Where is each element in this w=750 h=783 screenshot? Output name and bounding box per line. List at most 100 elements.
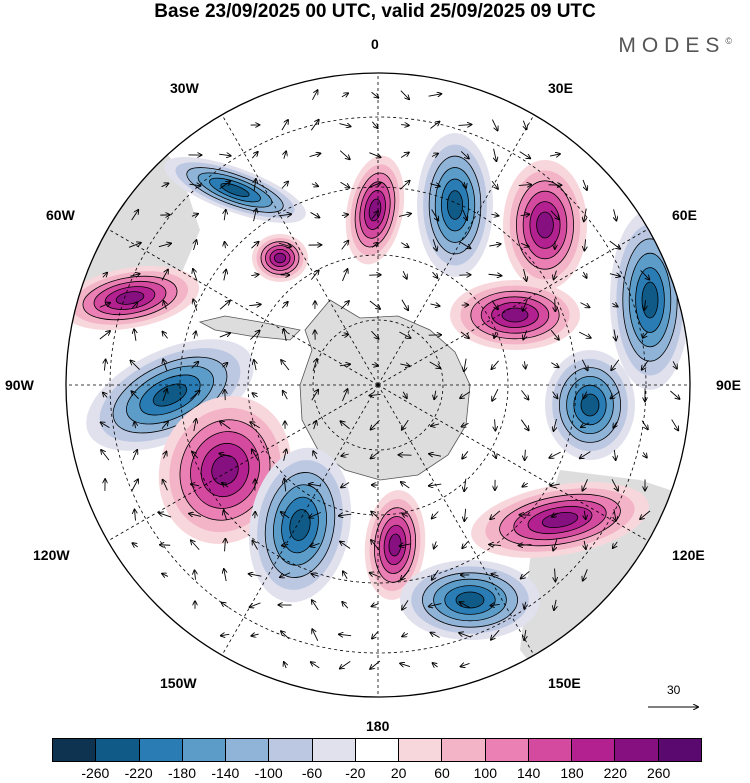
colorbar-tick-label: -60	[301, 765, 323, 781]
lon-label-120w: 120W	[33, 547, 70, 563]
lon-label-90e: 90E	[716, 377, 741, 393]
wind-vector	[251, 152, 257, 159]
wind-vector	[339, 150, 350, 160]
negative-anomaly-center	[545, 350, 635, 460]
wind-vector	[612, 303, 617, 306]
wind-vector	[464, 508, 465, 521]
colorbar-tick-label: 20	[390, 765, 407, 781]
brand-text: MODES	[618, 34, 726, 57]
wind-vector	[371, 604, 379, 607]
wind-vector	[434, 541, 437, 548]
wind-vector	[341, 93, 348, 97]
map-field-layer	[66, 73, 690, 697]
wind-vector	[614, 209, 617, 220]
wind-vector	[222, 483, 229, 487]
positive-anomaly-center	[158, 396, 292, 544]
colorbar-cell	[355, 739, 400, 761]
wind-vector	[524, 629, 526, 640]
wind-vector	[462, 209, 467, 220]
wind-vector	[614, 509, 616, 521]
wind-vector	[402, 419, 409, 430]
colorbar-tick-label: 220	[603, 765, 628, 781]
wind-vector	[580, 302, 590, 308]
wind-vector	[430, 304, 439, 306]
wind-vector	[464, 358, 466, 372]
wind-vector	[252, 449, 259, 461]
wind-vector	[462, 423, 469, 426]
wind-vector	[460, 151, 469, 158]
colorbar-tick-label: -260	[81, 765, 110, 781]
wind-vector	[555, 568, 556, 582]
wind-vector	[130, 360, 140, 370]
wind-vector	[159, 513, 172, 518]
colorbar-cell	[139, 739, 183, 761]
wind-vector	[192, 452, 199, 459]
anomaly-contour	[289, 509, 311, 541]
wind-vector	[581, 359, 587, 371]
wind-vector	[432, 271, 437, 278]
wind-vector	[371, 512, 380, 519]
wind-vector	[313, 451, 317, 460]
wind-vector	[400, 663, 411, 666]
wind-vector	[371, 451, 380, 459]
wind-vector	[342, 602, 349, 609]
wind-vector	[524, 601, 526, 608]
wind-vector	[340, 661, 351, 668]
wind-vector	[283, 391, 288, 400]
wind-vector	[281, 120, 288, 131]
wind-vector	[103, 273, 107, 278]
wind-vector	[284, 449, 287, 461]
colorbar-cell	[312, 739, 356, 761]
wind-vector	[584, 540, 586, 549]
wind-vector	[132, 450, 137, 461]
colorbar-cell	[399, 739, 443, 761]
meridian-line	[377, 114, 535, 386]
wind-vector	[309, 153, 321, 156]
wind-vector	[224, 569, 226, 582]
wind-vector	[284, 329, 286, 342]
wind-vector	[191, 362, 199, 369]
wind-vector	[341, 482, 350, 488]
wind-vector	[519, 545, 532, 546]
wind-vector	[194, 331, 196, 339]
wind-vector	[163, 480, 168, 491]
colorbar-cell	[269, 739, 313, 761]
negative-anomaly-center	[164, 157, 306, 223]
colorbar-tick-label: 60	[434, 765, 450, 781]
colorbar-cell	[572, 739, 616, 761]
wind-vector	[401, 125, 409, 126]
wind-vector	[281, 360, 290, 371]
wind-vector	[519, 151, 531, 159]
wind-vector	[459, 633, 472, 638]
wind-vector	[342, 389, 347, 402]
colorbar-cell	[442, 739, 486, 761]
colorbar-tick-label: 140	[516, 765, 541, 781]
wind-vector	[131, 391, 139, 400]
wind-vector	[340, 421, 350, 430]
wind-vector	[162, 332, 168, 339]
wind-vector	[494, 148, 497, 161]
wind-vector	[491, 300, 498, 310]
wind-vector	[611, 359, 620, 370]
wind-vector	[611, 391, 620, 399]
wind-vector	[464, 478, 466, 492]
colorbar-tick-label: 260	[646, 765, 671, 781]
wind-vector	[224, 510, 227, 520]
lon-label-60w: 60W	[46, 207, 75, 223]
wind-vector	[282, 544, 289, 545]
wind-vector	[491, 214, 498, 216]
lon-label-150e: 150E	[548, 675, 581, 691]
wind-vector	[339, 364, 350, 366]
wind-vector	[342, 269, 347, 282]
wind-vector	[284, 151, 286, 159]
wind-vector	[190, 391, 199, 400]
wind-vector	[522, 483, 528, 486]
wind-vector	[550, 484, 560, 486]
wind-vector	[222, 363, 228, 367]
colorbar-tick-label: -100	[254, 765, 283, 781]
wind-vector	[490, 604, 500, 605]
wind-vector	[550, 210, 559, 220]
wind-vector	[491, 629, 500, 640]
wind-vector	[99, 303, 110, 308]
